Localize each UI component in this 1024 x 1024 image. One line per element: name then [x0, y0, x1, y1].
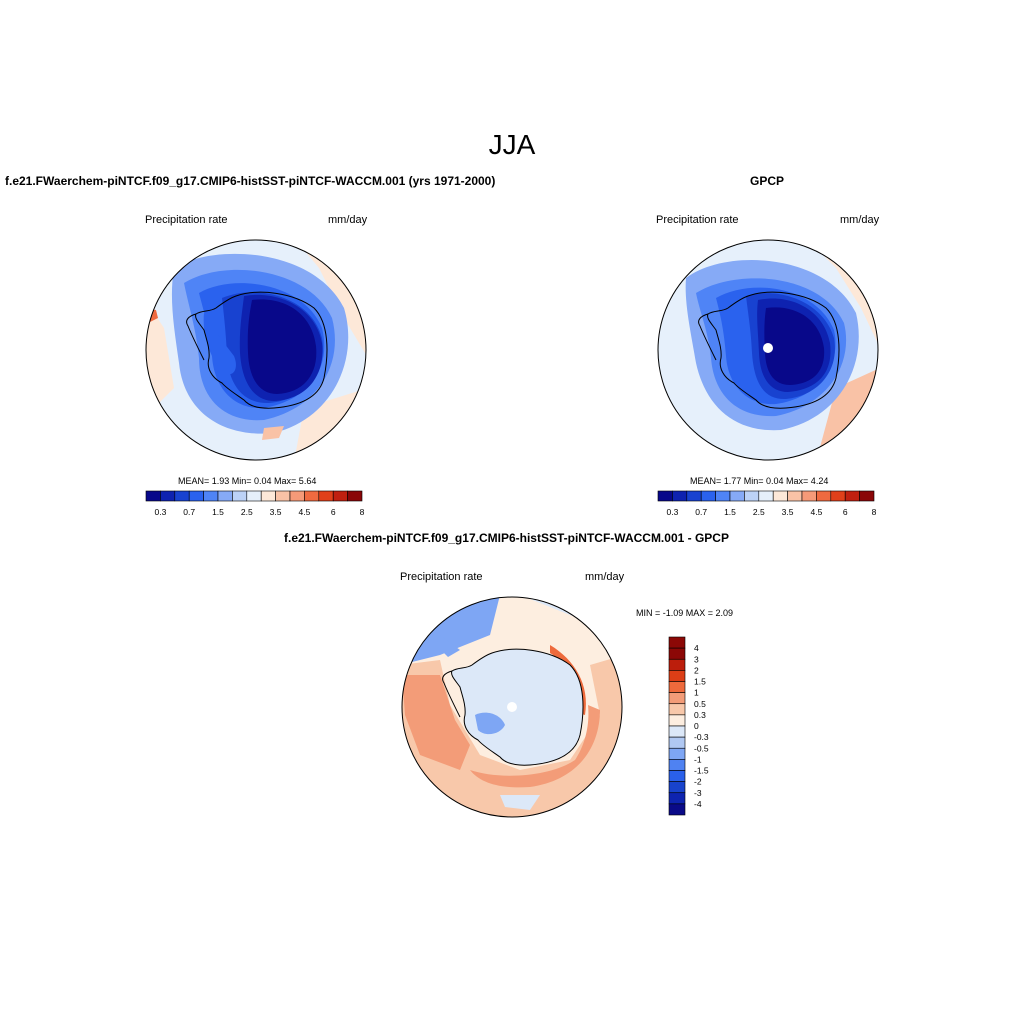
diff-variable-label: Precipitation rate — [400, 571, 483, 583]
colorbar-box — [668, 803, 686, 816]
obs-colorbar: 0.3 0.7 1.5 2.5 3.5 4.5 6 8 — [657, 490, 877, 517]
colorbar-tick-label: -0.5 — [694, 743, 709, 753]
colorbar-box — [188, 490, 204, 502]
colorbar-box — [672, 490, 688, 502]
colorbar-box — [729, 490, 745, 502]
colorbar-box — [668, 781, 686, 794]
colorbar-tick-label: 1 — [694, 688, 699, 698]
colorbar-tick-label: -4 — [694, 799, 702, 809]
colorbar-box — [657, 490, 673, 502]
colorbar-box — [668, 736, 686, 749]
colorbar-tick-label: 0.5 — [694, 699, 706, 709]
colorbar-box — [232, 490, 248, 502]
colorbar-box — [304, 490, 320, 502]
colorbar-tick-label: 8 — [872, 507, 877, 517]
obs-stats: MEAN= 1.77 Min= 0.04 Max= 4.24 — [690, 476, 829, 486]
colorbar-box — [772, 490, 788, 502]
diff-panel-title: f.e21.FWaerchem-piNTCF.f09_g17.CMIP6-his… — [284, 531, 729, 545]
colorbar-tick-label: 1.5 — [694, 677, 706, 687]
colorbar-tick-label: -1.5 — [694, 766, 709, 776]
colorbar-box — [668, 725, 686, 738]
colorbar-tick-label: 2.5 — [753, 507, 765, 517]
obs-units-label: mm/day — [840, 214, 880, 226]
colorbar-box — [260, 490, 276, 502]
colorbar-tick-label: 0.3 — [666, 507, 678, 517]
colorbar-box — [686, 490, 702, 502]
colorbar-tick-label: 4 — [694, 643, 699, 653]
colorbar-tick-label: 3.5 — [270, 507, 282, 517]
diff-stats: MIN = -1.09 MAX = 2.09 — [636, 608, 734, 618]
colorbar-tick-label: 0.3 — [694, 710, 706, 720]
model-panel-title: f.e21.FWaerchem-piNTCF.f09_g17.CMIP6-his… — [5, 174, 496, 188]
colorbar-tick-label: 1.5 — [212, 507, 224, 517]
colorbar-box — [758, 490, 774, 502]
colorbar-box — [668, 792, 686, 805]
colorbar-box — [174, 490, 190, 502]
colorbar-tick-label: 0.7 — [695, 507, 707, 517]
obs-polar-map — [657, 239, 879, 461]
colorbar-box — [859, 490, 875, 502]
obs-panel-title: GPCP — [750, 174, 785, 188]
colorbar-box — [668, 670, 686, 682]
colorbar-box — [347, 490, 363, 502]
colorbar-box — [844, 490, 860, 502]
colorbar-tick-label: 4.5 — [810, 507, 822, 517]
colorbar-box — [668, 759, 686, 771]
model-variable-label: Precipitation rate — [145, 214, 228, 226]
colorbar-tick-label: 8 — [360, 507, 365, 517]
colorbar-box — [668, 747, 686, 760]
colorbar-box — [715, 490, 731, 502]
colorbar-box — [203, 490, 219, 502]
diff-polar-map — [401, 596, 623, 818]
colorbar-box — [217, 490, 233, 502]
model-colorbar: 0.3 0.7 1.5 2.5 3.5 4.5 6 8 — [145, 490, 365, 517]
colorbar-tick-label: 2.5 — [241, 507, 253, 517]
colorbar-tick-label: -2 — [694, 777, 702, 787]
colorbar-box — [289, 490, 305, 502]
colorbar-box — [668, 647, 686, 660]
obs-variable-label: Precipitation rate — [656, 214, 739, 226]
colorbar-box — [246, 490, 262, 502]
colorbar-box — [275, 490, 291, 502]
colorbar-box — [668, 703, 686, 716]
colorbar-tick-label: 0.3 — [154, 507, 166, 517]
colorbar-box — [668, 636, 686, 649]
colorbar-tick-label: 4.5 — [298, 507, 310, 517]
model-polar-map — [145, 239, 367, 461]
colorbar-box — [668, 692, 686, 705]
colorbar-tick-label: -1 — [694, 754, 702, 764]
model-stats: MEAN= 1.93 Min= 0.04 Max= 5.64 — [178, 476, 317, 486]
colorbar-box — [160, 490, 176, 502]
colorbar-box — [830, 490, 846, 502]
colorbar-tick-label: 1.5 — [724, 507, 736, 517]
colorbar-tick-label: 6 — [843, 507, 848, 517]
page-title: JJA — [488, 129, 536, 160]
colorbar-tick-label: 3.5 — [782, 507, 794, 517]
colorbar-box — [668, 714, 686, 727]
colorbar-box — [668, 770, 686, 782]
colorbar-box — [787, 490, 803, 502]
colorbar-box — [318, 490, 334, 502]
colorbar-box — [700, 490, 716, 502]
colorbar-tick-label: 0.7 — [183, 507, 195, 517]
colorbar-tick-label: -3 — [694, 788, 702, 798]
colorbar-box — [816, 490, 832, 502]
model-units-label: mm/day — [328, 214, 368, 226]
colorbar-tick-label: -0.3 — [694, 732, 709, 742]
colorbar-tick-label: 0 — [694, 721, 699, 731]
diff-colorbar: 432 1.510.50.30-0.3-0.5-1 -1.5-2-3-4 — [668, 636, 709, 816]
colorbar-tick-label: 6 — [331, 507, 336, 517]
colorbar-box — [744, 490, 760, 502]
colorbar-box — [668, 658, 686, 671]
colorbar-box — [145, 490, 161, 502]
colorbar-box — [332, 490, 348, 502]
colorbar-box — [801, 490, 817, 502]
diff-units-label: mm/day — [585, 571, 625, 583]
colorbar-box — [668, 681, 686, 693]
colorbar-tick-label: 2 — [694, 665, 699, 675]
colorbar-tick-label: 3 — [694, 654, 699, 664]
